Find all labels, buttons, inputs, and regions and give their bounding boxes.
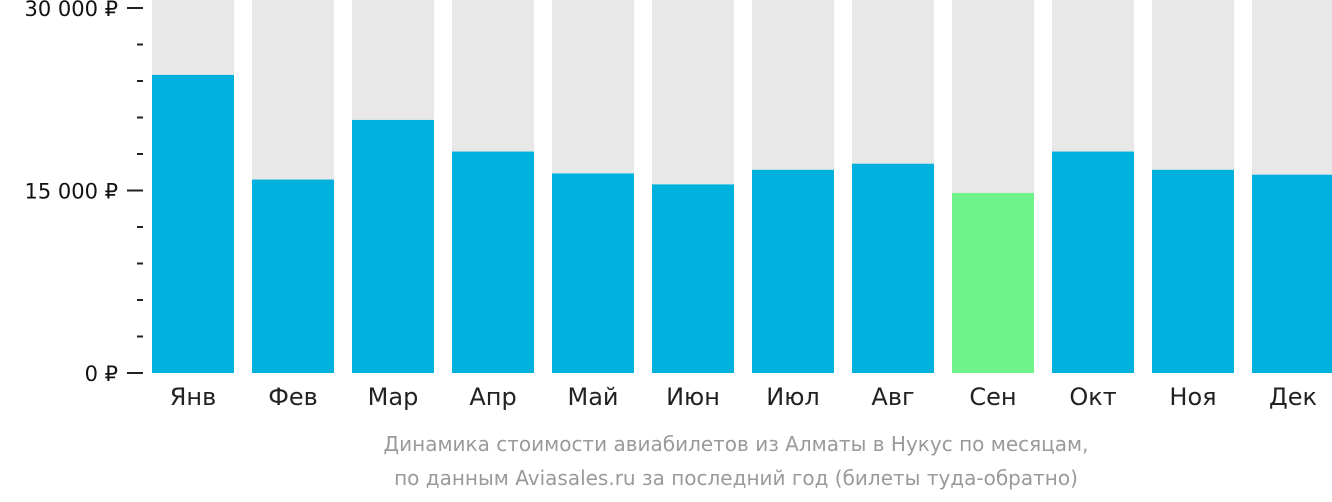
y-tick-label: 0 ₽ — [85, 362, 118, 386]
bar-2[interactable] — [252, 179, 334, 373]
bar-6[interactable] — [652, 184, 734, 373]
x-tick-label: Фев — [268, 383, 318, 411]
chart-caption-line-1: Динамика стоимости авиабилетов из Алматы… — [383, 432, 1089, 456]
x-tick-label: Авг — [871, 383, 914, 411]
bar-7[interactable] — [752, 169, 834, 373]
bar-3[interactable] — [352, 119, 434, 373]
bar-4[interactable] — [452, 151, 534, 373]
bar-5[interactable] — [552, 173, 634, 373]
bar-1[interactable] — [152, 74, 234, 374]
x-tick-label: Дек — [1269, 383, 1317, 411]
x-tick-label: Июн — [666, 383, 720, 411]
x-tick-label: Янв — [170, 383, 217, 411]
bar-9[interactable] — [952, 192, 1034, 373]
x-tick-label: Сен — [969, 383, 1016, 411]
x-axis-labels: Янв Фев Мар Апр Май Июн Июл Авг Сен Окт Ноя Дек — [170, 383, 1317, 411]
y-tick-label: 30 000 ₽ — [24, 0, 118, 21]
x-tick-label: Мар — [368, 383, 419, 411]
bar-11[interactable] — [1152, 169, 1234, 373]
x-tick-label: Окт — [1069, 383, 1116, 411]
bar-8[interactable] — [852, 163, 934, 373]
y-axis: 0 ₽ 15 000 ₽ 30 000 ₽ — [24, 0, 143, 386]
y-tick-label: 15 000 ₽ — [24, 180, 118, 204]
bar-10[interactable] — [1052, 151, 1134, 373]
bar-12[interactable] — [1252, 174, 1332, 373]
x-tick-label: Ноя — [1169, 383, 1216, 411]
x-tick-label: Апр — [469, 383, 516, 411]
x-tick-label: Июл — [766, 383, 820, 411]
x-tick-label: Май — [567, 383, 618, 411]
bars — [152, 74, 1332, 374]
chart-caption-line-2: по данным Aviasales.ru за последний год … — [394, 466, 1078, 490]
